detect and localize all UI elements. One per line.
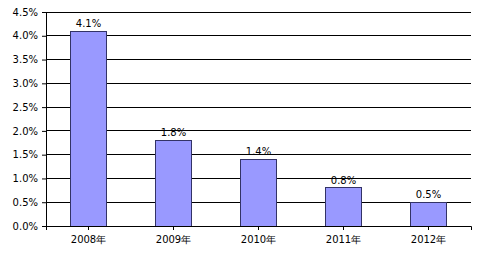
x-tick-mark <box>173 226 174 230</box>
y-tick: 2.5% <box>13 102 46 113</box>
y-tick-label: 4.0% <box>13 30 38 41</box>
y-tick: 3.5% <box>13 54 46 65</box>
y-tick: 0.5% <box>13 197 46 208</box>
chart: 4.1% 1.8% 1.4% 0.8% 0.5% 0.0% 0.5% 1.0% 1.5% 2.0%… <box>0 0 485 260</box>
x-tick: 2011年 <box>326 226 361 245</box>
bar <box>241 159 277 226</box>
y-tick-label: 1.5% <box>13 149 38 160</box>
y-tick-mark <box>42 60 46 61</box>
x-tick-mark <box>258 226 259 230</box>
x-tick-mark <box>343 226 344 230</box>
grid-line <box>46 59 471 60</box>
data-label: 1.8% <box>161 127 186 138</box>
data-label: 1.4% <box>246 146 271 157</box>
x-tick-label: 2012年 <box>411 234 446 245</box>
y-tick-label: 0.5% <box>13 197 38 208</box>
y-tick: 4.5% <box>13 7 46 18</box>
x-tick-label: 2011年 <box>326 234 361 245</box>
x-axis-line <box>47 227 472 231</box>
grid-line <box>46 83 471 84</box>
grid-line <box>46 35 471 36</box>
y-tick-mark <box>42 226 46 227</box>
y-tick-mark <box>42 107 46 108</box>
x-tick-label: 2008年 <box>71 234 106 245</box>
y-tick-label: 2.5% <box>13 102 38 113</box>
y-tick: 1.0% <box>13 173 46 184</box>
y-tick: 1.5% <box>13 149 46 160</box>
x-tick: 2008年 <box>71 226 106 245</box>
y-tick: 4.0% <box>13 30 46 41</box>
y-tick: 2.0% <box>13 126 46 137</box>
y-tick-mark <box>42 131 46 132</box>
y-tick-mark <box>42 202 46 203</box>
y-tick-label: 4.5% <box>13 7 38 18</box>
y-tick-label: 1.0% <box>13 173 38 184</box>
grid-line <box>46 12 471 13</box>
x-tick: 2010年 <box>241 226 276 245</box>
x-tick-label: 2009年 <box>156 234 191 245</box>
x-tick: 2012年 <box>411 226 446 245</box>
x-tick-mark <box>428 226 429 230</box>
data-label: 0.8% <box>331 175 356 186</box>
y-tick-label: 3.5% <box>13 54 38 65</box>
y-tick-mark <box>42 12 46 13</box>
y-axis-line <box>42 13 47 227</box>
x-axis: 2008年 2009年 2010年 2011年 2012年 <box>47 226 472 245</box>
y-tick-mark <box>42 178 46 179</box>
plot: 4.1% 1.8% 1.4% 0.8% 0.5% 0.0% 0.5% 1.0% 1.5% 2.0%… <box>13 7 472 245</box>
y-tick-mark <box>42 36 46 37</box>
y-tick-label: 0.0% <box>13 221 38 232</box>
bar <box>326 188 362 226</box>
y-tick-mark <box>42 155 46 156</box>
bar <box>156 140 192 226</box>
y-tick: 3.0% <box>13 78 46 89</box>
y-tick-label: 3.0% <box>13 78 38 89</box>
data-labels: 4.1% 1.8% 1.4% 0.8% 0.5% <box>76 18 441 200</box>
bar <box>411 202 447 226</box>
bar <box>71 31 107 226</box>
x-tick: 2009年 <box>156 226 191 245</box>
bars <box>71 31 447 226</box>
y-tick-label: 2.0% <box>13 126 38 137</box>
grid <box>46 12 471 226</box>
x-tick-mark <box>88 226 89 230</box>
data-label: 0.5% <box>416 189 441 200</box>
grid-line <box>46 107 471 108</box>
y-tick: 0.0% <box>13 221 46 232</box>
x-tick-label: 2010年 <box>241 234 276 245</box>
y-axis: 0.0% 0.5% 1.0% 1.5% 2.0% 2.5% 3.0% 3.5% 4.0% 4.5% <box>13 7 47 232</box>
grid-line <box>46 130 471 131</box>
data-label: 4.1% <box>76 18 101 29</box>
y-tick-mark <box>42 83 46 84</box>
